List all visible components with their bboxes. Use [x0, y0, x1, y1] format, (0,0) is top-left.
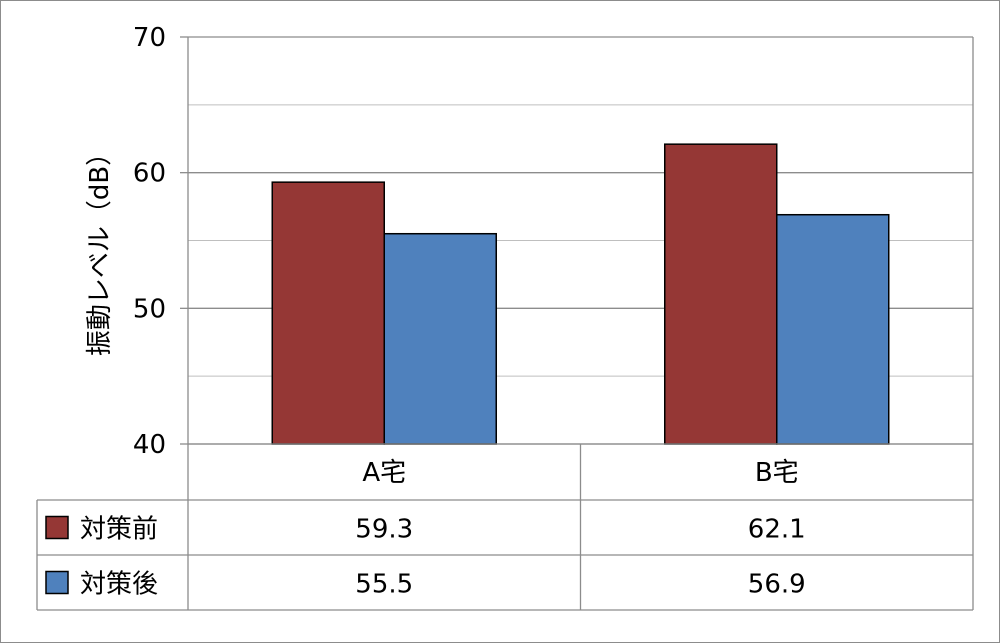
- bar-before-a: [271, 181, 385, 445]
- data-label: 56.9: [748, 570, 806, 600]
- bar-after-b: [776, 213, 890, 445]
- y-tick-labels: 40 50 60 70: [133, 23, 166, 460]
- y-tick-label: 40: [133, 430, 166, 460]
- x-tick-label: A宅: [362, 458, 406, 488]
- data-label: 62.1: [748, 515, 806, 545]
- y-tick-label: 70: [133, 23, 166, 53]
- legend-key-after: [45, 570, 69, 595]
- axes: [180, 36, 974, 445]
- y-tick-label: 60: [133, 159, 166, 189]
- legend-label-before: 対策前: [80, 515, 158, 545]
- data-label: 59.3: [355, 515, 413, 545]
- legend-key-before: [45, 515, 69, 540]
- data-label: 55.5: [355, 570, 413, 600]
- legend-label-after: 対策後: [80, 570, 158, 600]
- y-axis-label: 振動レベル（dB）: [85, 140, 115, 356]
- x-tick-label: B宅: [755, 458, 799, 488]
- bars: [271, 143, 890, 445]
- bar-before-b: [664, 143, 778, 445]
- bar-after-a: [383, 232, 497, 445]
- y-tick-label: 50: [133, 294, 166, 324]
